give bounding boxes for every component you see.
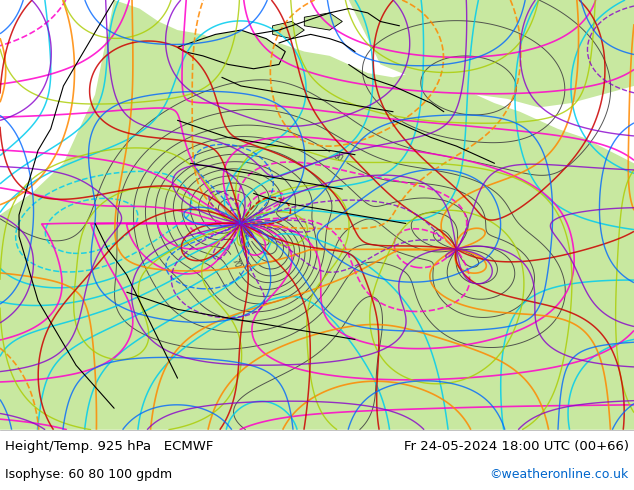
Text: 60: 60	[240, 226, 253, 239]
Polygon shape	[349, 0, 634, 107]
Text: Fr 24-05-2024 18:00 UTC (00+66): Fr 24-05-2024 18:00 UTC (00+66)	[404, 440, 629, 452]
Text: 60: 60	[230, 214, 243, 227]
Text: 70: 70	[229, 257, 242, 270]
Text: Isophyse: 60 80 100 gpdm: Isophyse: 60 80 100 gpdm	[5, 468, 172, 482]
Polygon shape	[0, 0, 634, 430]
Polygon shape	[178, 30, 285, 69]
Text: 80: 80	[332, 151, 345, 164]
Polygon shape	[304, 13, 342, 30]
Text: Height/Temp. 925 hPa   ECMWF: Height/Temp. 925 hPa ECMWF	[5, 440, 214, 452]
Text: ©weatheronline.co.uk: ©weatheronline.co.uk	[489, 468, 629, 482]
Polygon shape	[273, 22, 304, 39]
